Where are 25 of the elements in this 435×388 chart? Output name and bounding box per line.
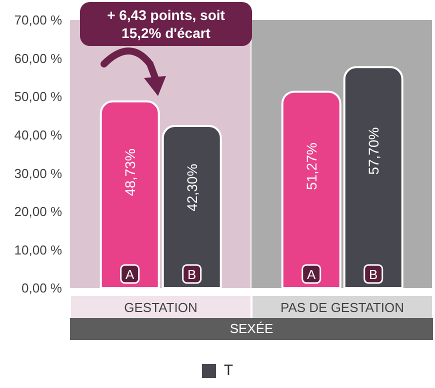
y-tick-label: 20,00 % [14, 204, 62, 220]
data-label: 42,30% [184, 164, 200, 212]
y-tick-label: 50,00 % [14, 89, 62, 104]
x-tick-label: PAS DE GESTATION [280, 300, 404, 315]
legend-label: T [224, 362, 234, 379]
bar [100, 100, 160, 288]
x-axis-title: SEXÉE [70, 318, 433, 340]
y-tick-label: 10,00 % [14, 242, 62, 258]
data-label: 57,70% [365, 127, 382, 175]
annotation: B [188, 267, 196, 282]
y-tick-label: 70,00 % [14, 12, 62, 28]
y-tick-label: 40,00 % [14, 127, 62, 142]
y-tick-label: 0,00 % [22, 280, 62, 296]
annotation: A [126, 267, 135, 282]
x-tick-label: GESTATION [124, 300, 198, 315]
annotation: B [369, 267, 378, 282]
annotation: A [307, 267, 316, 282]
callout-box: + 6,43 points, soit 15,2% d'écart [80, 2, 252, 46]
y-tick-label: 60,00 % [14, 50, 62, 66]
bar [281, 90, 342, 288]
y-tick-label: 30,00 % [14, 166, 62, 181]
annotation: + 6,43 points, soit 15,2% d'écart [106, 6, 226, 42]
data-label: 51,27% [303, 142, 320, 190]
data-label: 48,73% [122, 148, 138, 196]
bar [162, 125, 222, 288]
